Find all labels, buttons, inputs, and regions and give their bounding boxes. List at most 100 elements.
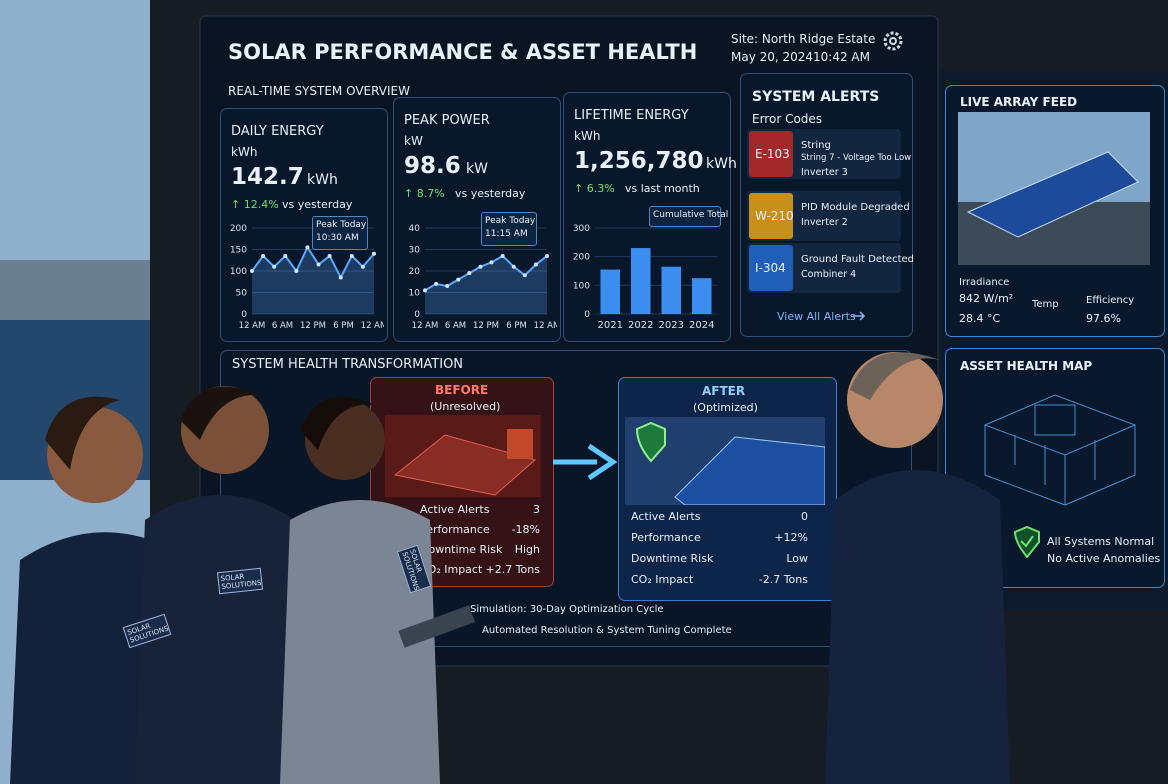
- point: [423, 288, 427, 293]
- y-tick-label: 30: [409, 246, 421, 256]
- y-tick-label: 150: [230, 246, 247, 256]
- settings-icon[interactable]: [880, 28, 906, 54]
- alert-title: PID Module Degraded: [801, 202, 910, 213]
- transform-arrow: [553, 443, 618, 481]
- x-tick-label: 2024: [689, 320, 714, 331]
- x-tick-label: 12 AM: [361, 321, 384, 331]
- row-label: CO₂ Impact: [420, 563, 483, 576]
- point: [478, 264, 483, 269]
- callout-text: 10:30 AM: [316, 233, 359, 243]
- view-all-link[interactable]: View All Alerts: [777, 310, 856, 323]
- y-tick-label: 0: [241, 310, 247, 320]
- kpi-title: PEAK POWER: [404, 113, 490, 128]
- y-tick-label: 200: [573, 253, 590, 263]
- kpi-value: 98.6: [404, 153, 461, 179]
- area: [425, 255, 547, 314]
- row-value: 0: [801, 510, 808, 523]
- row-label: Active Alerts: [420, 503, 490, 516]
- y-tick-label: 100: [573, 281, 590, 291]
- row-label: Performance: [420, 523, 490, 536]
- person: [280, 396, 476, 784]
- alert-code: W-210: [755, 209, 794, 223]
- y-tick-label: 300: [573, 224, 590, 234]
- kpi-value-unit: kWh: [706, 156, 737, 172]
- title: SOLAR PERFORMANCE & ASSET HEALTH: [228, 40, 698, 64]
- x-tick-label: 12 PM: [300, 321, 326, 331]
- point: [545, 253, 549, 258]
- asset-note: No Active Anomalies: [1047, 552, 1161, 565]
- row-value: High: [514, 543, 540, 556]
- temp-label: Temp: [1032, 299, 1059, 310]
- area: [252, 247, 374, 314]
- kpi-unit: kWh: [231, 145, 258, 159]
- point: [316, 262, 321, 267]
- before-sublabel: (Unresolved): [430, 400, 501, 413]
- row-value: +2.7 Tons: [485, 563, 541, 576]
- point: [533, 262, 538, 267]
- kpi-change: ↑ 8.7%: [404, 187, 445, 200]
- kpi-chart: 0 100 200 300 2021 2022 2023 2024: [573, 224, 717, 331]
- point: [360, 264, 365, 269]
- row-label: Downtime Risk: [420, 543, 503, 556]
- kpi-change-note: vs yesterday: [282, 198, 353, 211]
- alert-title: String: [801, 140, 831, 151]
- footer-line: Simulation: 30-Day Optimization Cycle: [470, 604, 664, 615]
- row-label: Performance: [631, 531, 701, 544]
- live-feed-title: LIVE ARRAY FEED: [960, 95, 1078, 109]
- point: [283, 253, 288, 258]
- point: [349, 253, 354, 258]
- y-tick-label: 10: [409, 289, 421, 299]
- x-tick-label: 12 PM: [473, 321, 499, 331]
- alert-source: Combiner 4: [801, 269, 857, 280]
- time: 10:42 AM: [813, 50, 870, 64]
- before-image: [385, 415, 541, 497]
- kpi-value-unit: kW: [466, 161, 488, 177]
- point: [372, 251, 376, 256]
- temp-value: 28.4 °C: [959, 312, 1001, 325]
- alert-title: Ground Fault Detected: [801, 254, 914, 265]
- y-tick-label: 0: [584, 310, 590, 320]
- alert-code: I-304: [755, 261, 786, 275]
- alerts-title: SYSTEM ALERTS: [752, 89, 880, 105]
- x-tick-label: 6 AM: [272, 321, 293, 331]
- asset-wireframe: [983, 394, 1137, 506]
- bar: [661, 266, 682, 314]
- row-value: 3: [533, 503, 540, 516]
- row-label: CO₂ Impact: [631, 573, 694, 586]
- row-value: +12%: [774, 531, 808, 544]
- live-feed-image: [958, 112, 1150, 265]
- asset-map-title: ASSET HEALTH MAP: [960, 359, 1093, 373]
- site: Site: North Ridge Estate: [731, 32, 876, 46]
- bar: [691, 278, 712, 314]
- callout-text: Peak Today: [316, 220, 367, 230]
- callout-box: [481, 212, 537, 246]
- alert-code-badge: [749, 193, 793, 239]
- y-tick-label: 200: [230, 224, 247, 234]
- kpi-unit: kWh: [574, 129, 601, 143]
- alert-code-badge: [749, 245, 793, 291]
- y-tick-label: 0: [414, 310, 420, 320]
- point: [272, 264, 277, 269]
- point: [327, 253, 332, 258]
- point: [294, 269, 299, 273]
- x-tick-label: 6 AM: [445, 321, 466, 331]
- point: [500, 253, 505, 258]
- efficiency-label: Efficiency: [1086, 295, 1135, 306]
- point: [511, 264, 516, 269]
- bar: [630, 248, 651, 314]
- kpi-change: ↑ 6.3%: [574, 182, 615, 195]
- callout-box: [649, 206, 721, 227]
- kpi-value-unit: kWh: [307, 172, 338, 188]
- callout-box: [312, 216, 368, 250]
- x-tick-label: 2022: [628, 320, 653, 331]
- point: [522, 273, 527, 278]
- irradiance-value: 842 W/m²: [959, 292, 1014, 305]
- x-tick-label: 12 AM: [534, 321, 557, 331]
- point: [456, 277, 461, 282]
- transformation-title: SYSTEM HEALTH TRANSFORMATION: [232, 357, 464, 372]
- alert-source: Inverter 3: [801, 167, 848, 178]
- uniform-badge: SOLAR SOLUTIONS: [216, 567, 264, 595]
- kpi-title: DAILY ENERGY: [231, 124, 324, 139]
